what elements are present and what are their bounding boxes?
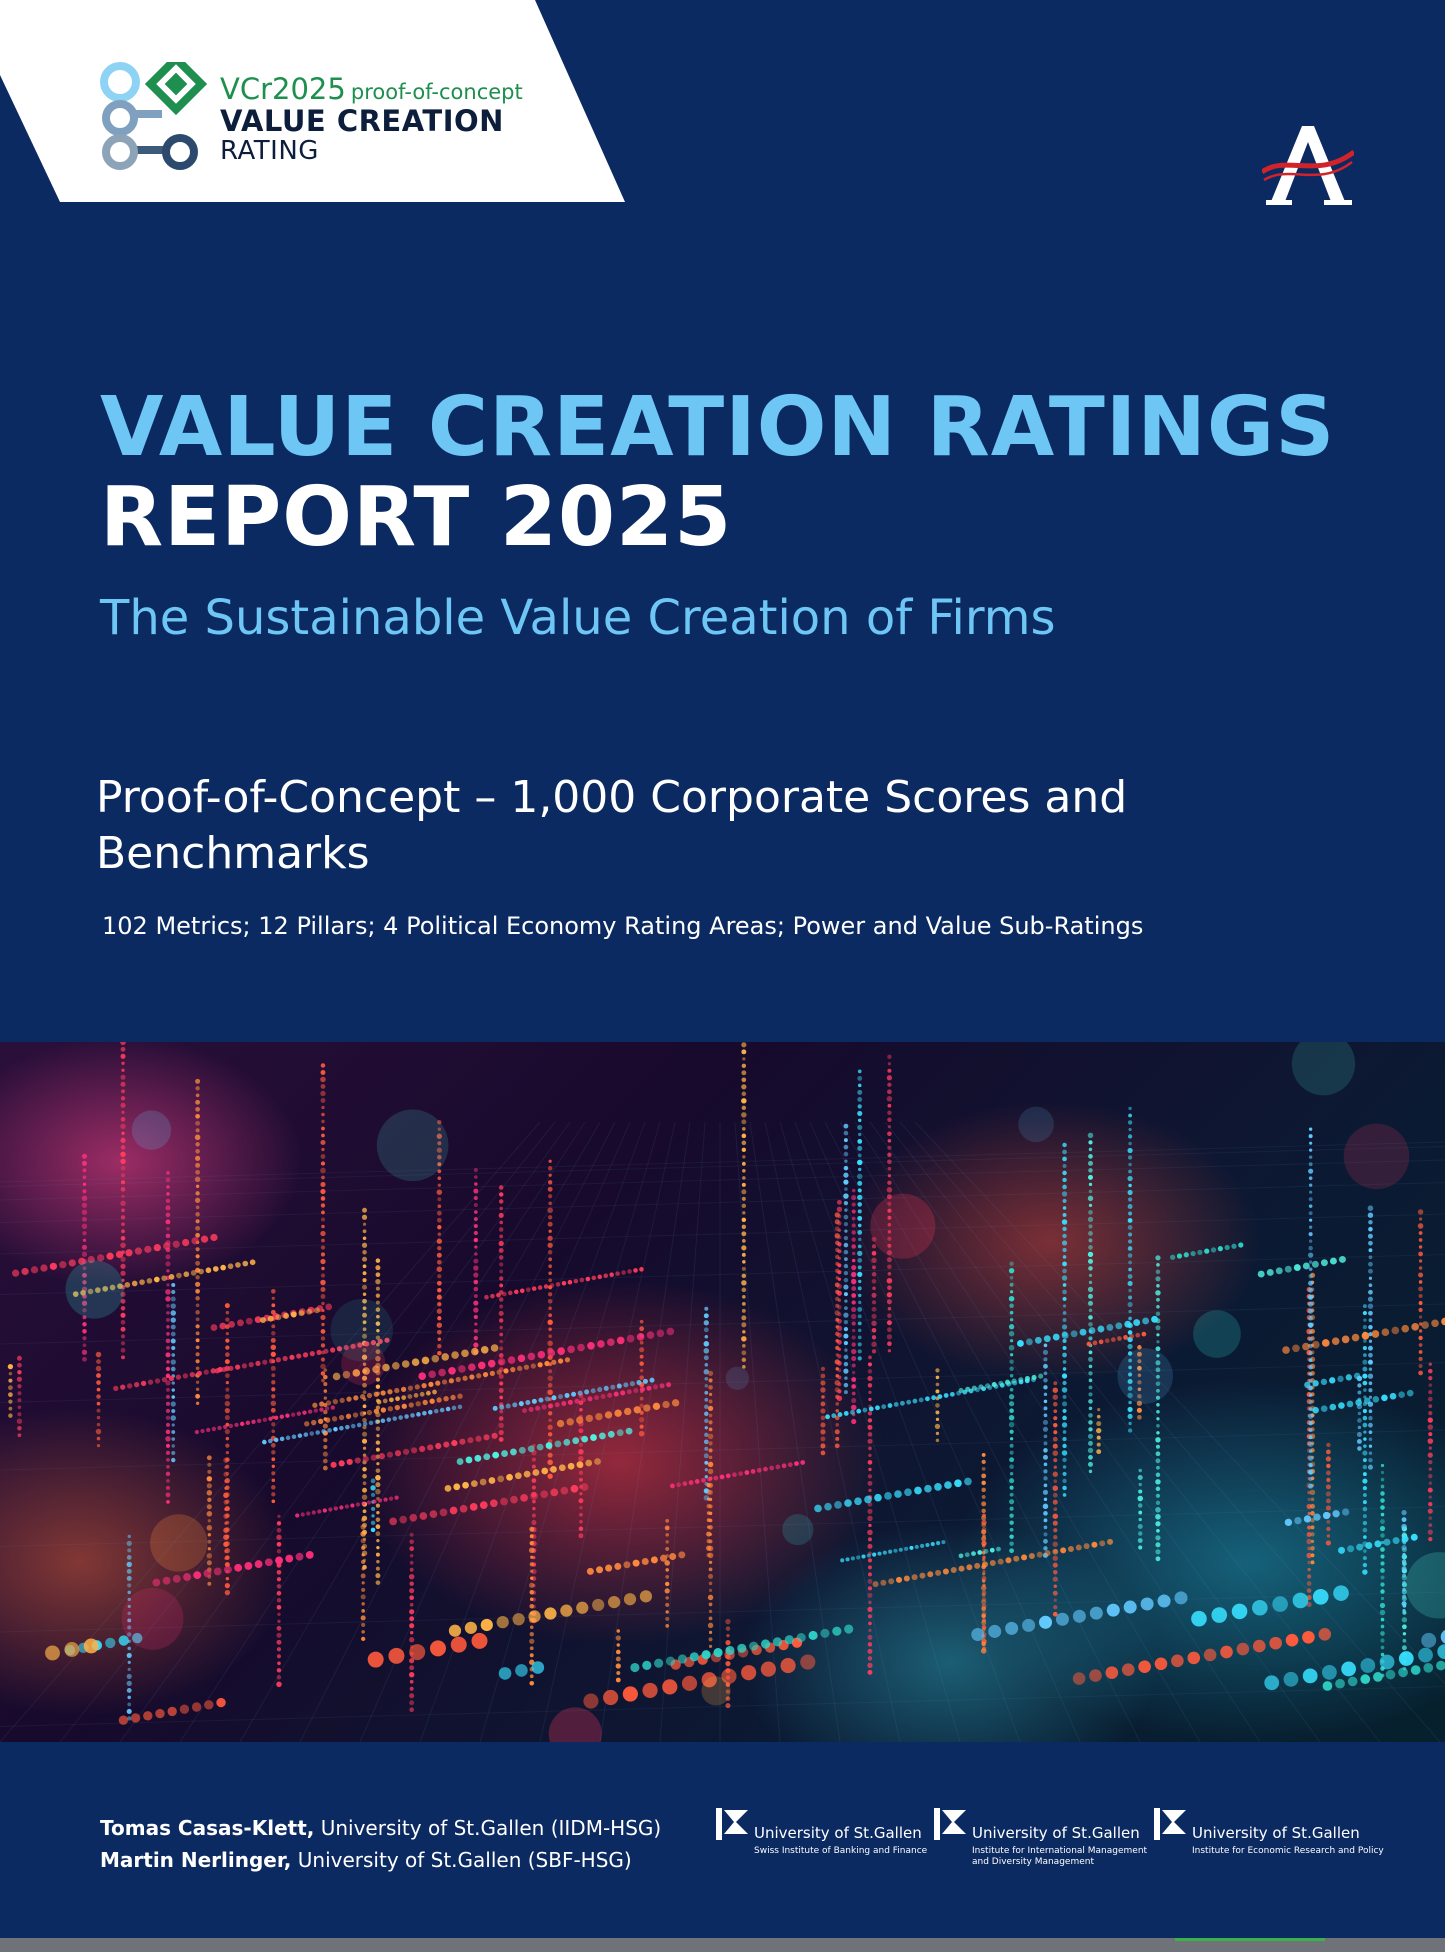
logo-title: VCr2025 proof-of-concept bbox=[220, 72, 523, 106]
hsg-flag-icon bbox=[934, 1808, 966, 1840]
university-logo-iidm: University of St.Gallen Institute for In… bbox=[932, 1806, 1147, 1876]
author-affiliation: University of St.Gallen (SBF-HSG) bbox=[297, 1848, 632, 1872]
bottom-bar bbox=[0, 1938, 1445, 1952]
authors-block: Tomas Casas-Klett, University of St.Gall… bbox=[100, 1812, 661, 1876]
report-subtitle: The Sustainable Value Creation of Firms bbox=[100, 590, 1056, 646]
vcr-logo-icon bbox=[100, 62, 208, 170]
logo-rating: RATING bbox=[220, 136, 319, 166]
author-affiliation: University of St.Gallen (IIDM-HSG) bbox=[320, 1816, 662, 1840]
report-heading: Proof-of-Concept – 1,000 Corporate Score… bbox=[96, 772, 1128, 879]
hero-circuit-graphic bbox=[0, 1042, 1445, 1742]
author-line: Martin Nerlinger, University of St.Galle… bbox=[100, 1844, 661, 1876]
author-name: Tomas Casas-Klett, bbox=[100, 1816, 315, 1840]
institute-name: Swiss Institute of Banking and Finance bbox=[754, 1846, 928, 1856]
report-title-line1: VALUE CREATION RATINGS bbox=[100, 380, 1336, 475]
university-name: University of St.Gallen bbox=[972, 1824, 1140, 1842]
report-title-line2: REPORT 2025 bbox=[100, 470, 733, 565]
logo-value-creation: VALUE CREATION bbox=[220, 104, 504, 138]
university-name: University of St.Gallen bbox=[754, 1824, 922, 1842]
logo-panel: VCr2025 proof-of-concept VALUE CREATION … bbox=[0, 0, 625, 202]
university-name: University of St.Gallen bbox=[1192, 1824, 1360, 1842]
hsg-flag-icon bbox=[716, 1808, 748, 1840]
hsg-flag-icon bbox=[1154, 1808, 1186, 1840]
university-logo-sbf: University of St.Gallen Swiss Institute … bbox=[714, 1806, 927, 1876]
university-logo-fir: University of St.Gallen Institute for Ec… bbox=[1152, 1806, 1384, 1876]
hero-image bbox=[0, 1042, 1445, 1742]
logo-vcr-label: VCr2025 bbox=[220, 72, 346, 106]
publisher-a-icon bbox=[1262, 126, 1354, 205]
author-name: Martin Nerlinger, bbox=[100, 1848, 292, 1872]
institute-name: Institute for International Management a… bbox=[972, 1846, 1148, 1867]
report-metrics-line: 102 Metrics; 12 Pillars; 4 Political Eco… bbox=[102, 912, 1144, 940]
institute-name: Institute for Economic Research and Poli… bbox=[1192, 1846, 1384, 1856]
logo-poc-label: proof-of-concept bbox=[350, 80, 523, 104]
author-line: Tomas Casas-Klett, University of St.Gall… bbox=[100, 1812, 661, 1844]
